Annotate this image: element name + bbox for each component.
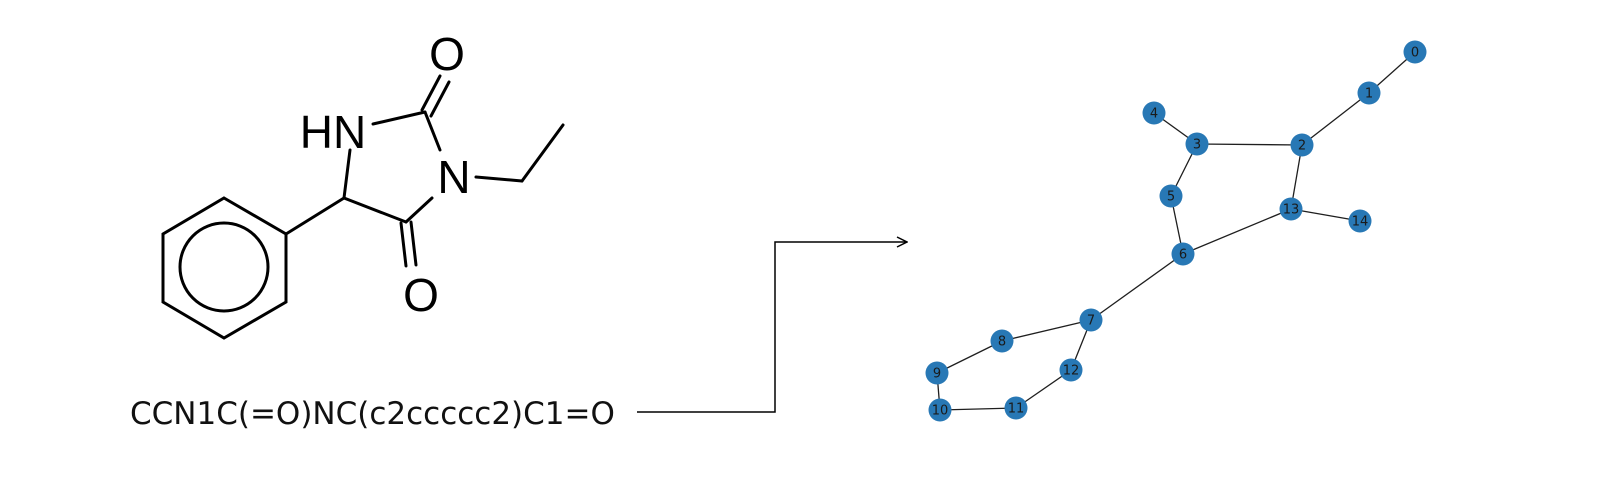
graph-edge-6-13 [1182, 208, 1292, 255]
bond-c4-o-b [409, 220, 418, 267]
bond-c4-o-a [399, 221, 408, 268]
graph-edge-2-3 [1196, 143, 1303, 146]
graph-edge-7-8 [1001, 319, 1092, 342]
graph-edge-6-7 [1090, 253, 1184, 321]
bond-n-c4 [404, 196, 434, 224]
bond-c2-n [423, 110, 442, 152]
graph-node-label-2: 2 [1298, 139, 1306, 154]
graph-node-13 [1279, 197, 1303, 221]
bond-c2-o-a [420, 74, 442, 112]
graph-node-label-13: 13 [1283, 203, 1300, 218]
bond-ch2-ch3 [520, 123, 565, 183]
graph-node-9 [925, 361, 949, 385]
aromatic-circle [178, 221, 270, 313]
bond-n-ch2 [474, 175, 524, 183]
graph-node-label-8: 8 [998, 335, 1006, 350]
graph-node-14 [1348, 209, 1372, 233]
molecule-structure [161, 74, 565, 340]
smiles-string: CCN1C(=O)NC(c2ccccc2)C1=O [130, 396, 615, 432]
graph-node-0 [1403, 40, 1427, 64]
graph-node-6 [1171, 242, 1195, 266]
atom-label-n: N [437, 151, 470, 203]
graph-node-5 [1159, 184, 1183, 208]
graph-node-label-1: 1 [1365, 87, 1373, 102]
graph-edge-1-2 [1301, 92, 1370, 146]
graph-node-12 [1059, 358, 1083, 382]
graph-edge-8-9 [936, 340, 1003, 374]
bond-phenyl-c5 [284, 196, 346, 236]
bond-c5-nh [342, 148, 352, 200]
graph-node-label-3: 3 [1193, 138, 1201, 153]
graph-node-4 [1142, 101, 1166, 125]
graph-node-label-7: 7 [1087, 314, 1095, 329]
graph-node-label-9: 9 [933, 367, 941, 382]
bond-nh-c2 [371, 110, 427, 126]
graph-edge-10-11 [939, 407, 1017, 411]
graph-node-11 [1004, 396, 1028, 420]
graph-node-label-6: 6 [1179, 248, 1187, 263]
graph-node-3 [1185, 132, 1209, 156]
graph-node-label-4: 4 [1150, 107, 1158, 122]
graph-edges [936, 51, 1416, 411]
graph-node-10 [928, 398, 952, 422]
graph-node-1 [1357, 81, 1381, 105]
graph-node-7 [1079, 308, 1103, 332]
graph-node-label-5: 5 [1167, 190, 1175, 205]
atom-label-nh: HN [300, 106, 366, 158]
bond-c4-c5 [342, 196, 408, 224]
graph-node-8 [990, 329, 1014, 353]
graph-node-label-10: 10 [932, 404, 949, 419]
atom-label-o-top: O [429, 28, 465, 80]
graph-node-label-14: 14 [1352, 215, 1369, 230]
atom-label-o-bottom: O [403, 269, 439, 321]
graph-node-label-0: 0 [1411, 46, 1419, 61]
graph-node-label-12: 12 [1063, 364, 1080, 379]
bond-c2-o-b [429, 80, 451, 118]
graph-node-label-11: 11 [1008, 402, 1025, 417]
graph-edge-13-14 [1290, 208, 1361, 222]
graph-node-2 [1290, 133, 1314, 157]
conversion-arrow [637, 242, 907, 413]
